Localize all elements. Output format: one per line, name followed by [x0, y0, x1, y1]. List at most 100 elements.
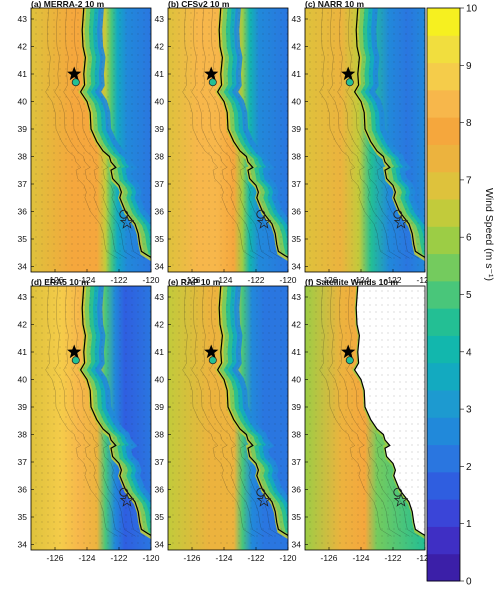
colorbar-tick-label: 4	[466, 347, 472, 358]
star-marker-south	[256, 214, 272, 229]
coastline	[353, 8, 425, 259]
panel-frame	[30, 285, 152, 551]
colorbar-swatch	[427, 117, 460, 145]
colorbar-swatch	[427, 253, 460, 282]
y-tick-label: 34	[18, 540, 28, 550]
colorbar-tick-label: 8	[466, 118, 472, 129]
star-marker-north	[67, 66, 82, 81]
site-circle-north	[71, 356, 80, 365]
y-tick-label: 42	[292, 320, 302, 330]
star-marker-south	[393, 214, 409, 229]
y-tick-label: 42	[155, 320, 165, 330]
coastline	[79, 286, 151, 537]
y-tick-label: 38	[18, 152, 28, 162]
y-tick-label: 39	[155, 402, 165, 412]
x-tick-label: -120	[142, 275, 159, 285]
y-tick-label: 35	[18, 512, 28, 522]
colorbar-swatch	[427, 280, 460, 309]
y-tick-label: 42	[292, 42, 302, 52]
panel-title: (a) MERRA-2 10 m	[31, 0, 105, 9]
y-tick-label: 41	[155, 347, 165, 357]
x-tick-label: -124	[78, 275, 95, 285]
x-tick-label: -126	[183, 275, 200, 285]
x-tick-label: -126	[320, 553, 337, 563]
coastline	[216, 8, 288, 259]
coastline	[79, 8, 151, 259]
y-tick-label: 37	[18, 457, 28, 467]
site-circle-south	[256, 209, 266, 219]
colorbar-tick-label: 5	[466, 290, 472, 301]
y-tick-label: 34	[155, 262, 165, 272]
y-tick-label: 38	[155, 152, 165, 162]
panel-frame	[30, 7, 152, 273]
y-tick-label: 43	[292, 14, 302, 24]
panel-2: (c) NARR 10 m43 42 41 40 39 38 37 36 35 34 -126 -12…	[292, 0, 434, 285]
panel-frame	[304, 7, 426, 273]
y-tick-label: 35	[292, 512, 302, 522]
y-tick-label: 36	[292, 485, 302, 495]
colorbar-label: Wind Speed (m s⁻¹)	[483, 188, 495, 281]
y-tick-label: 41	[292, 69, 302, 79]
panel-title: (b) CFSv2 10 m	[168, 0, 230, 9]
coastline	[216, 286, 288, 537]
x-tick-label: -124	[215, 553, 232, 563]
x-tick-label: -122	[110, 275, 127, 285]
y-tick-label: 41	[18, 69, 28, 79]
y-tick-label: 36	[292, 207, 302, 217]
y-tick-label: 38	[292, 152, 302, 162]
colorbar-swatch	[427, 308, 460, 336]
y-tick-label: 34	[155, 540, 165, 550]
x-tick-label: -124	[215, 275, 232, 285]
y-tick-label: 36	[155, 485, 165, 495]
star-marker-north	[341, 344, 356, 359]
panel-3: (d) ERA5 10 m43 42 41 40 39 38 37 36 35 34 -126 -12…	[18, 277, 160, 563]
star-marker-south	[119, 214, 135, 229]
y-tick-label: 43	[18, 14, 28, 24]
panel-frame	[304, 285, 426, 551]
x-tick-label: -122	[384, 553, 401, 563]
colorbar-swatch	[427, 89, 460, 118]
y-tick-label: 41	[18, 347, 28, 357]
y-tick-label: 36	[18, 485, 28, 495]
y-tick-label: 38	[155, 430, 165, 440]
panel-title: (d) ERA5 10 m	[31, 277, 89, 287]
x-tick-label: -120	[416, 553, 433, 563]
colorbar: 0 1 2 3 4 5 6 7 8 9 10 Wind Speed (m s⁻¹)	[426, 4, 495, 588]
y-tick-label: 39	[292, 124, 302, 134]
site-circle-north	[71, 78, 80, 87]
site-circle-south	[256, 487, 266, 497]
y-tick-label: 35	[155, 512, 165, 522]
panel-title: (c) NARR 10 m	[305, 0, 364, 9]
panel-title: (f) Satellite Winds 10 m	[305, 277, 398, 287]
y-tick-label: 38	[292, 430, 302, 440]
colorbar-swatch	[427, 471, 460, 500]
x-tick-label: -120	[279, 275, 296, 285]
x-tick-label: -120	[279, 553, 296, 563]
panel-1: (b) CFSv2 10 m43 42 41 40 39 38 37 36 35 34 -126 -1…	[155, 0, 297, 285]
y-tick-label: 40	[292, 375, 302, 385]
panel-0: (a) MERRA-2 10 m43 42 41 40 39 38 37 36 35 34 -126…	[18, 0, 160, 285]
colorbar-tick-label: 3	[466, 405, 472, 416]
y-tick-label: 40	[18, 375, 28, 385]
y-tick-label: 40	[155, 97, 165, 107]
y-tick-label: 39	[18, 402, 28, 412]
colorbar-tick-label: 1	[466, 519, 472, 530]
colorbar-swatch	[427, 390, 460, 418]
y-tick-label: 37	[155, 457, 165, 467]
colorbar-tick-label: 10	[466, 4, 478, 15]
y-tick-label: 36	[155, 207, 165, 217]
site-circle-south	[393, 209, 403, 219]
colorbar-swatch	[427, 444, 460, 473]
y-tick-label: 37	[155, 179, 165, 189]
site-circle-north	[208, 356, 217, 365]
colorbar-tick-label: 2	[466, 462, 472, 473]
y-tick-label: 43	[155, 292, 165, 302]
site-circle-north	[345, 356, 354, 365]
y-tick-label: 43	[155, 14, 165, 24]
y-tick-label: 42	[18, 42, 28, 52]
star-marker-north	[204, 344, 219, 359]
colorbar-swatch	[427, 144, 460, 173]
y-tick-label: 37	[292, 179, 302, 189]
y-tick-label: 37	[292, 457, 302, 467]
x-tick-label: -126	[46, 553, 63, 563]
